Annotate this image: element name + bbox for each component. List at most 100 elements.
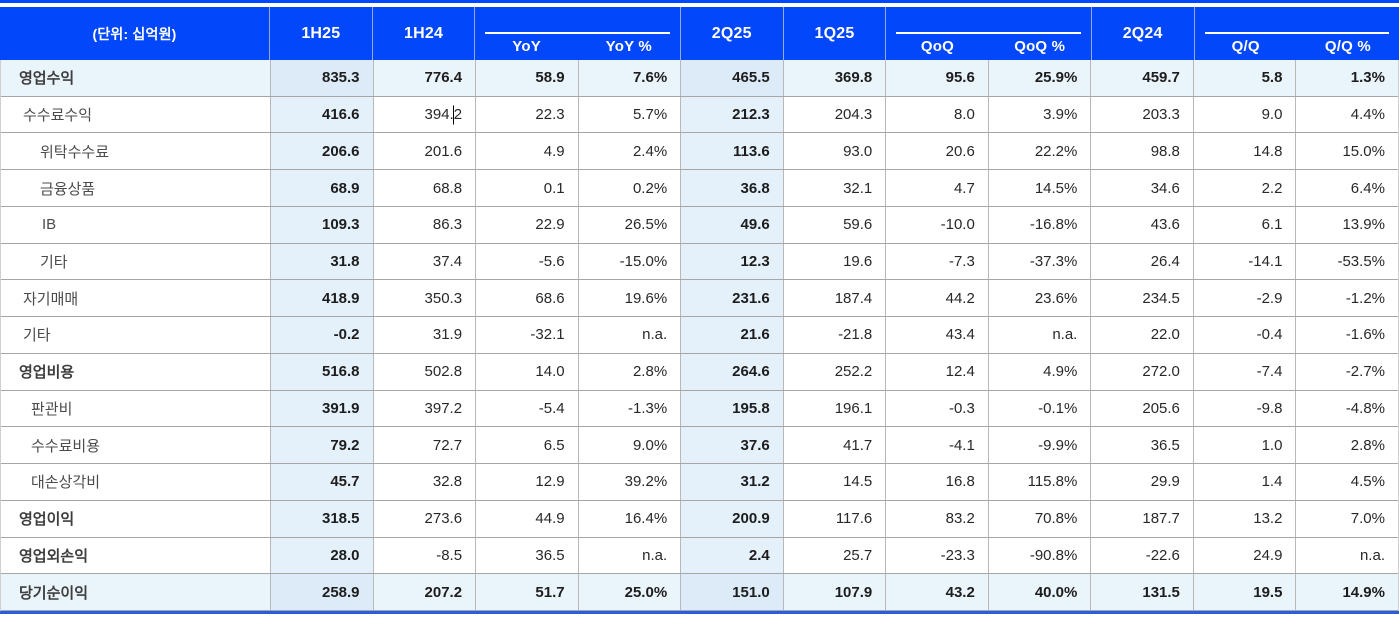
table-cell[interactable]: 41.7 xyxy=(782,427,886,464)
table-cell[interactable]: -53.5% xyxy=(1295,243,1398,280)
table-cell[interactable]: 195.8 xyxy=(680,390,783,427)
table-cell[interactable]: 19.6% xyxy=(577,280,681,317)
table-cell[interactable]: 516.8 xyxy=(270,353,373,390)
table-cell[interactable]: 4.9% xyxy=(987,353,1091,390)
table-cell[interactable]: -5.4 xyxy=(475,390,578,427)
table-cell[interactable]: 44.9 xyxy=(475,500,578,537)
table-cell[interactable]: 2.4 xyxy=(680,537,783,574)
table-cell[interactable]: 12.3 xyxy=(680,243,783,280)
table-cell[interactable]: 39.2% xyxy=(577,464,681,500)
table-cell[interactable]: 37.4 xyxy=(372,243,476,280)
table-cell[interactable]: 502.8 xyxy=(372,353,476,390)
table-cell[interactable]: 187.7 xyxy=(1090,500,1193,537)
table-cell[interactable]: 0.2% xyxy=(577,170,681,206)
table-cell[interactable]: 25.9% xyxy=(987,60,1091,96)
table-cell[interactable]: 31.8 xyxy=(270,243,373,280)
table-cell[interactable]: 22.9 xyxy=(475,206,578,243)
table-cell[interactable]: 19.6 xyxy=(782,243,886,280)
table-cell[interactable]: -4.1 xyxy=(885,427,988,464)
table-cell[interactable]: 20.6 xyxy=(885,133,988,170)
table-cell[interactable]: 258.9 xyxy=(270,574,373,610)
table-cell[interactable]: 205.6 xyxy=(1090,390,1193,427)
table-cell[interactable]: 14.9% xyxy=(1295,574,1398,610)
table-cell[interactable]: 204.3 xyxy=(782,96,886,133)
table-cell[interactable]: 6.1 xyxy=(1192,206,1296,243)
table-cell[interactable]: 465.5 xyxy=(680,60,783,96)
table-cell[interactable]: 113.6 xyxy=(680,133,783,170)
table-cell[interactable]: 14.8 xyxy=(1192,133,1296,170)
table-cell[interactable]: 115.8% xyxy=(987,464,1091,500)
table-cell[interactable]: 117.6 xyxy=(782,500,886,537)
table-cell[interactable]: 151.0 xyxy=(680,574,783,610)
table-cell[interactable]: 7.0% xyxy=(1295,500,1398,537)
table-cell[interactable]: 25.0% xyxy=(577,574,681,610)
table-cell[interactable]: 68.6 xyxy=(475,280,578,317)
table-cell[interactable]: 350.3 xyxy=(372,280,476,317)
table-cell[interactable]: -1.2% xyxy=(1295,280,1398,317)
table-cell[interactable]: 264.6 xyxy=(680,353,783,390)
table-cell[interactable]: 5.7% xyxy=(577,96,681,133)
table-cell[interactable]: 2.8% xyxy=(577,353,681,390)
table-cell[interactable]: -32.1 xyxy=(475,317,578,353)
table-cell[interactable]: 4.5% xyxy=(1295,464,1398,500)
table-cell[interactable]: 79.2 xyxy=(270,427,373,464)
table-cell[interactable]: 418.9 xyxy=(270,280,373,317)
table-cell[interactable]: 203.3 xyxy=(1090,96,1193,133)
table-cell[interactable]: -8.5 xyxy=(372,537,476,574)
table-cell[interactable]: -2.9 xyxy=(1192,280,1296,317)
table-cell[interactable]: -1.6% xyxy=(1295,317,1398,353)
table-cell[interactable]: 2.8% xyxy=(1295,427,1398,464)
table-cell[interactable]: 5.8 xyxy=(1192,60,1296,96)
table-cell[interactable]: 58.9 xyxy=(475,60,578,96)
table-cell[interactable]: 14.5 xyxy=(782,464,886,500)
table-cell[interactable]: n.a. xyxy=(987,317,1091,353)
table-cell[interactable]: 397.2 xyxy=(372,390,476,427)
table-cell[interactable]: 8.0 xyxy=(885,96,988,133)
table-cell[interactable]: 206.6 xyxy=(270,133,373,170)
table-cell[interactable]: 36.5 xyxy=(475,537,578,574)
table-cell[interactable]: 28.0 xyxy=(270,537,373,574)
table-cell[interactable]: 95.6 xyxy=(885,60,988,96)
table-cell[interactable]: 4.9 xyxy=(475,133,578,170)
table-cell[interactable]: -7.4 xyxy=(1192,353,1296,390)
table-cell[interactable]: -0.1% xyxy=(987,390,1091,427)
table-cell[interactable]: 4.4% xyxy=(1295,96,1398,133)
table-cell[interactable]: 24.9 xyxy=(1192,537,1296,574)
table-cell[interactable]: 318.5 xyxy=(270,500,373,537)
table-cell[interactable]: -0.2 xyxy=(270,317,373,353)
table-cell[interactable]: -90.8% xyxy=(987,537,1091,574)
table-cell[interactable]: 14.0 xyxy=(475,353,578,390)
table-cell[interactable]: 200.9 xyxy=(680,500,783,537)
table-cell[interactable]: 416.6 xyxy=(270,96,373,133)
table-cell[interactable]: 15.0% xyxy=(1295,133,1398,170)
table-cell[interactable]: 6.5 xyxy=(475,427,578,464)
table-cell[interactable]: 22.3 xyxy=(475,96,578,133)
table-cell[interactable]: 49.6 xyxy=(680,206,783,243)
table-cell[interactable]: 68.9 xyxy=(270,170,373,206)
table-cell[interactable]: 776.4 xyxy=(372,60,476,96)
table-cell[interactable]: 32.8 xyxy=(372,464,476,500)
table-cell[interactable]: -9.9% xyxy=(987,427,1091,464)
table-cell[interactable]: 26.4 xyxy=(1090,243,1193,280)
table-cell[interactable]: 394.2 xyxy=(372,96,476,133)
table-cell[interactable]: -5.6 xyxy=(475,243,578,280)
table-cell[interactable]: 12.4 xyxy=(885,353,988,390)
table-cell[interactable]: 25.7 xyxy=(782,537,886,574)
table-cell[interactable]: 201.6 xyxy=(372,133,476,170)
table-cell[interactable]: 43.6 xyxy=(1090,206,1193,243)
table-cell[interactable]: -1.3% xyxy=(577,390,681,427)
table-cell[interactable]: 9.0 xyxy=(1192,96,1296,133)
table-cell[interactable]: 44.2 xyxy=(885,280,988,317)
table-cell[interactable]: 23.6% xyxy=(987,280,1091,317)
table-cell[interactable]: -10.0 xyxy=(885,206,988,243)
table-cell[interactable]: 83.2 xyxy=(885,500,988,537)
table-cell[interactable]: 93.0 xyxy=(782,133,886,170)
table-cell[interactable]: 86.3 xyxy=(372,206,476,243)
table-cell[interactable]: 0.1 xyxy=(475,170,578,206)
table-cell[interactable]: 13.9% xyxy=(1295,206,1398,243)
table-cell[interactable]: -0.3 xyxy=(885,390,988,427)
table-cell[interactable]: 2.2 xyxy=(1192,170,1296,206)
table-cell[interactable]: n.a. xyxy=(577,317,681,353)
table-cell[interactable]: -21.8 xyxy=(782,317,886,353)
table-cell[interactable]: 131.5 xyxy=(1090,574,1193,610)
